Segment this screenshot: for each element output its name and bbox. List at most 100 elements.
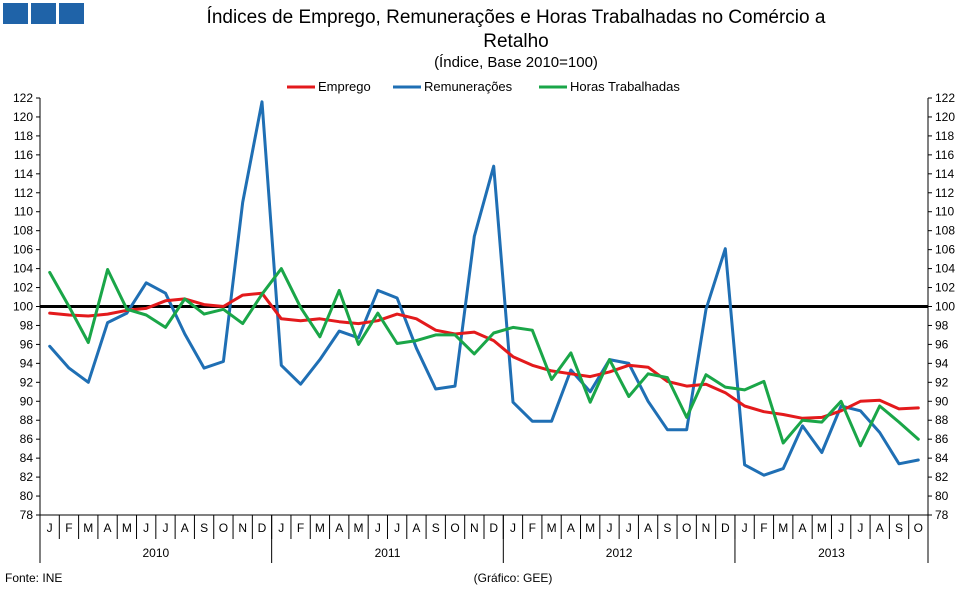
y-tick-label: 84 — [20, 451, 34, 465]
y-tick-label: 116 — [14, 148, 33, 162]
x-tick-label: D — [258, 521, 267, 535]
legend: Emprego Remunerações Horas Trabalhadas — [287, 79, 680, 94]
y-tick-label-right: 100 — [935, 300, 955, 314]
y-tick-label: 82 — [20, 470, 34, 484]
y-tick-label: 110 — [14, 205, 33, 219]
legend-label-remuneracoes: Remunerações — [424, 79, 513, 94]
x-tick-label: A — [799, 521, 807, 535]
y-tick-label-right: 114 — [935, 167, 954, 181]
x-tick-label: A — [644, 521, 652, 535]
y-tick-label-right: 92 — [935, 375, 949, 389]
x-tick-label: J — [278, 521, 284, 535]
y-tick-label: 80 — [20, 489, 34, 503]
x-tick-label: J — [162, 521, 168, 535]
source-note: Fonte: INE — [5, 571, 62, 585]
y-tick-label-right: 90 — [935, 394, 949, 408]
year-label: 2011 — [375, 546, 401, 560]
y-tick-label-right: 88 — [935, 413, 949, 427]
x-tick-label: J — [375, 521, 381, 535]
y-tick-label: 118 — [14, 129, 33, 143]
x-tick-label: O — [219, 521, 228, 535]
x-tick-label: F — [529, 521, 536, 535]
y-tick-label: 96 — [20, 337, 34, 351]
series-remuneracoes — [48, 100, 920, 477]
legend-label-horas: Horas Trabalhadas — [570, 79, 680, 94]
x-tick-label: M — [547, 521, 557, 535]
y-tick-label: 120 — [13, 110, 33, 124]
series-emprego — [48, 291, 920, 420]
chart-credit: (Gráfico: GEE) — [474, 571, 553, 585]
x-tick-label: A — [181, 521, 189, 535]
x-tick-label: F — [65, 521, 72, 535]
x-tick-label: S — [895, 521, 903, 535]
x-tick-label: J — [742, 521, 748, 535]
x-tick-label: J — [606, 521, 612, 535]
y-tick-label: 98 — [20, 318, 34, 332]
x-tick-label: M — [778, 521, 788, 535]
y-tick-label-right: 94 — [935, 356, 949, 370]
x-tick-label: S — [432, 521, 440, 535]
logo-square-3 — [59, 3, 84, 24]
series-horas-trabalhadas — [48, 267, 920, 448]
y-tick-label: 86 — [20, 432, 34, 446]
y-tick-label: 106 — [13, 243, 33, 257]
x-tick-label: J — [394, 521, 400, 535]
chart-subtitle: (Índice, Base 2010=100) — [434, 54, 598, 71]
y-tick-label: 78 — [20, 508, 34, 522]
y-tick-label: 100 — [13, 300, 33, 314]
y-tick-label: 122 — [13, 91, 33, 105]
x-tick-label: A — [104, 521, 112, 535]
x-tick-label: J — [143, 521, 149, 535]
x-tick-label: S — [663, 521, 671, 535]
y-tick-label-right: 96 — [935, 337, 949, 351]
y-tick-label: 92 — [20, 375, 34, 389]
y-tick-label: 112 — [14, 186, 33, 200]
y-tick-label-right: 112 — [935, 186, 954, 200]
y-axis-right: 78 80 82 84 86 88 90 92 94 96 98 100 102 104 106 108 110… — [928, 91, 955, 522]
y-tick-label-right: 78 — [935, 508, 949, 522]
y-tick-label: 104 — [13, 262, 33, 276]
chart-title-line2: Retalho — [483, 31, 549, 52]
x-tick-label: M — [354, 521, 364, 535]
x-tick-label: J — [47, 521, 53, 535]
x-tick-label: F — [760, 521, 767, 535]
logo-square-1 — [3, 3, 28, 24]
x-tick-label: N — [470, 521, 479, 535]
x-tick-label: O — [682, 521, 691, 535]
y-tick-label-right: 104 — [935, 262, 955, 276]
y-tick-label: 114 — [14, 167, 33, 181]
y-tick-label-right: 86 — [935, 432, 949, 446]
x-tick-label: J — [838, 521, 844, 535]
year-label: 2010 — [142, 546, 169, 560]
y-tick-label-right: 82 — [935, 470, 949, 484]
year-label: 2013 — [818, 546, 845, 560]
x-tick-label: M — [83, 521, 93, 535]
x-tick-label: M — [315, 521, 325, 535]
logo-square-2 — [31, 3, 56, 24]
y-tick-label-right: 84 — [935, 451, 949, 465]
x-tick-label: M — [122, 521, 132, 535]
year-label: 2012 — [606, 546, 633, 560]
y-tick-label-right: 120 — [935, 110, 955, 124]
y-tick-label: 102 — [13, 281, 33, 295]
y-tick-label-right: 122 — [935, 91, 955, 105]
x-tick-label: A — [412, 521, 420, 535]
y-tick-label-right: 116 — [935, 148, 954, 162]
x-tick-label: N — [702, 521, 711, 535]
y-tick-label-right: 102 — [935, 281, 955, 295]
y-tick-label: 108 — [13, 224, 33, 238]
x-tick-label: S — [200, 521, 208, 535]
y-tick-label: 88 — [20, 413, 34, 427]
x-tick-label: D — [489, 521, 498, 535]
y-tick-label-right: 110 — [935, 205, 954, 219]
series-group — [48, 100, 920, 477]
x-tick-label: D — [721, 521, 730, 535]
y-tick-label-right: 118 — [935, 129, 954, 143]
y-tick-label: 94 — [20, 356, 34, 370]
x-tick-label: F — [297, 521, 304, 535]
y-tick-label-right: 108 — [935, 224, 955, 238]
chart-title: Índices de Emprego, Remunerações e Horas… — [207, 7, 826, 28]
y-tick-label: 90 — [20, 394, 34, 408]
